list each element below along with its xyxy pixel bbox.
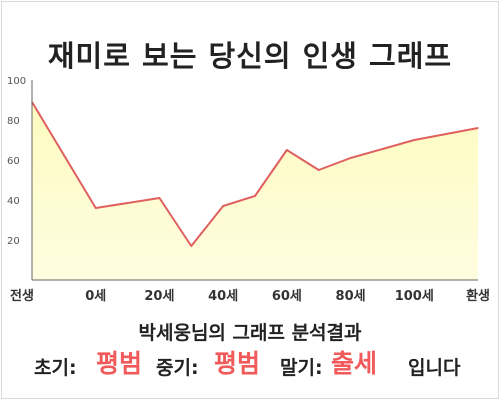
data-point [286,149,288,151]
data-point [254,195,256,197]
data-point [159,197,161,199]
late-value: 출세 [331,344,377,380]
x-tick-label: 40세 [208,289,238,304]
early-value: 평범 [96,344,142,380]
x-tick-label: 80세 [336,289,366,304]
x-tick-label: 전생 [10,288,34,304]
middle-value: 평범 [214,344,260,380]
x-tick-label: 60세 [272,289,302,304]
data-point [350,157,352,159]
late-label: 말기: [280,353,323,380]
y-tick-label: 20 [7,236,20,247]
data-point [222,205,224,207]
early-label: 초기: [34,353,77,380]
data-point [477,127,479,129]
y-tick-label: 60 [7,156,20,167]
y-tick-label: 100 [7,76,26,87]
data-point [95,207,97,209]
x-tick-label: 20세 [144,289,174,304]
result-suffix: 입니다 [408,353,460,380]
data-point [413,139,415,141]
result-summary: 초기: 평범 중기: 평범 말기: 출세 입니다 [0,344,500,384]
data-point [190,245,192,247]
data-point [318,169,320,171]
x-tick-label: 0세 [85,289,106,304]
y-tick-label: 40 [7,196,20,207]
y-tick-label: 80 [7,116,20,127]
middle-label: 중기: [156,353,199,380]
result-heading: 박세웅님의 그래프 분석결과 [0,318,500,345]
x-tick-label: 환생 [466,288,490,304]
x-tick-label: 100세 [395,289,434,304]
